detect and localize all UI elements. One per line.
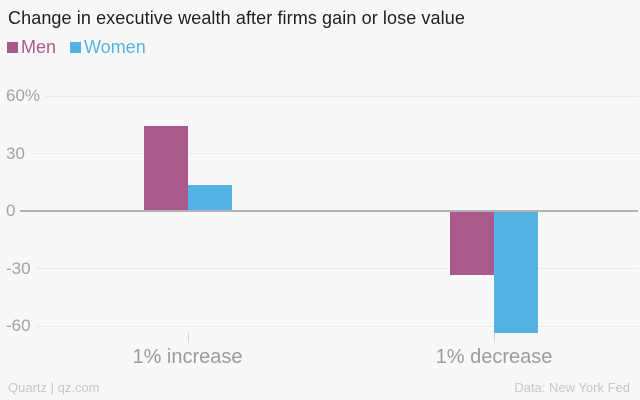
women-series-swatch-icon xyxy=(70,42,82,53)
y-axis-tick-label: -60 xyxy=(6,316,31,335)
x-axis-category-label: 1% decrease xyxy=(435,346,553,368)
y-axis-gridline-row: -30 xyxy=(6,259,638,279)
y-axis-tick-label: 30 xyxy=(6,143,25,163)
gridline xyxy=(35,268,638,269)
gridline xyxy=(45,95,638,97)
zero-baseline xyxy=(20,210,638,212)
gridline xyxy=(35,325,638,327)
chart-title: Change in executive wealth after firms g… xyxy=(8,8,465,28)
y-axis-gridline-row: 0 xyxy=(6,201,638,221)
men-series-swatch-icon xyxy=(7,42,18,53)
legend: Men Women xyxy=(7,37,146,58)
y-axis-gridline-row: -60 xyxy=(6,316,638,336)
x-axis-tick xyxy=(187,333,189,343)
publisher-credit: Quartz | qz.com xyxy=(8,380,100,395)
y-axis-tick-label: 60% xyxy=(6,86,41,105)
legend-label-men: Men xyxy=(21,37,57,57)
bar-men-category-1 xyxy=(143,125,188,210)
y-axis-gridline-row: 30 xyxy=(6,144,638,164)
x-axis-tick xyxy=(494,333,495,343)
y-axis-tick-label: 0 xyxy=(6,201,16,220)
bar-women-category-2 xyxy=(494,212,538,333)
data-source-credit: Data: New York Fed xyxy=(514,380,630,395)
legend-label-women: Women xyxy=(84,37,146,57)
legend-item-men: Men xyxy=(7,37,56,58)
gridline xyxy=(29,153,638,154)
bar-men-category-2 xyxy=(450,212,494,276)
y-axis-tick-label: -30 xyxy=(6,258,31,278)
x-axis-category-label: 1% increase xyxy=(132,346,243,368)
bar-women-category-1 xyxy=(187,185,232,210)
y-axis-gridline-row: 60% xyxy=(6,86,638,106)
legend-item-women: Women xyxy=(70,37,146,58)
